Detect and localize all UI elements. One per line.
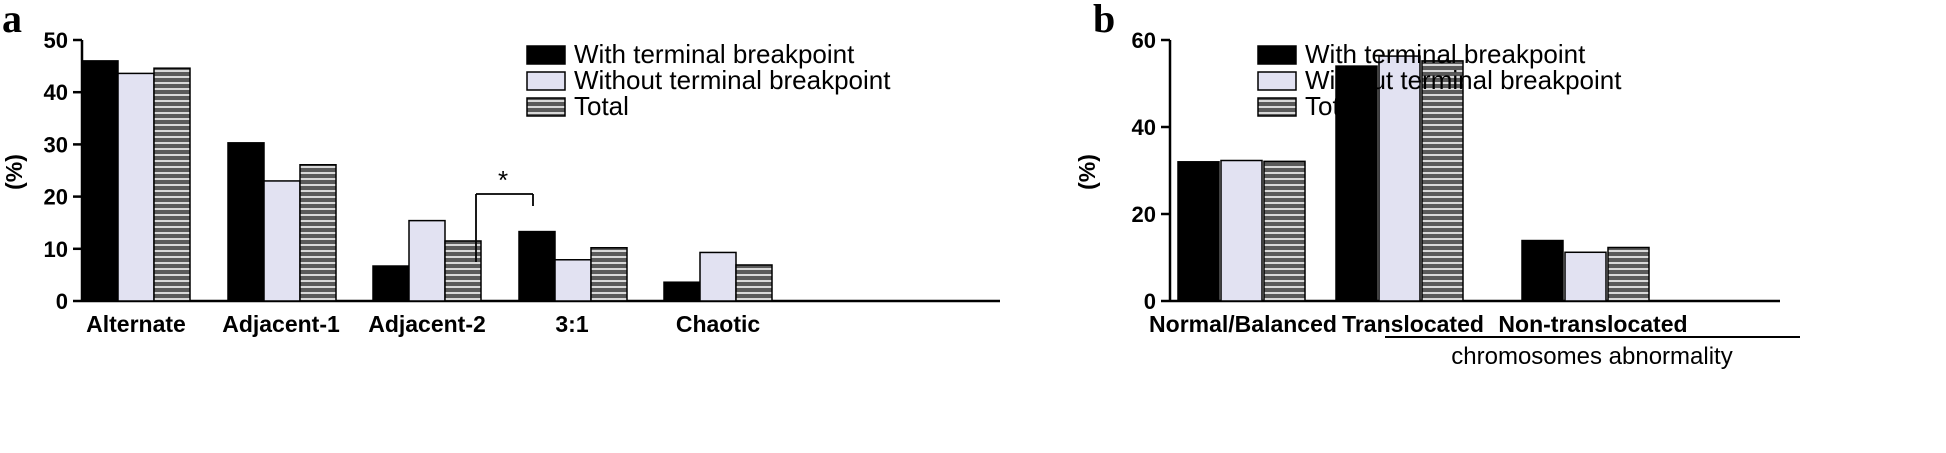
- y-axis-label-b: (%): [1074, 154, 1100, 190]
- bar-with-terminal: [1335, 65, 1378, 302]
- bar-with-terminal: [518, 230, 556, 302]
- x-category-label: 3:1: [555, 311, 588, 337]
- bar-total: [590, 247, 628, 302]
- legend-swatch: [1257, 45, 1297, 65]
- x-category-label: Non-translocated: [1498, 311, 1687, 337]
- x-category-label: Normal/Balanced: [1149, 311, 1337, 337]
- bar-total: [1421, 60, 1464, 302]
- bar-total: [153, 67, 191, 302]
- y-tick-label: 40: [44, 80, 68, 105]
- bar-total: [735, 264, 773, 302]
- panel-label-b: b: [1093, 0, 1115, 41]
- legend-swatch: [1257, 97, 1297, 117]
- bar-total: [1263, 160, 1306, 302]
- y-axis-label-a: (%): [1, 154, 27, 190]
- bar-total: [1607, 246, 1650, 302]
- y-tick-label: 20: [1132, 202, 1156, 227]
- x-category-label: Adjacent-2: [368, 311, 486, 337]
- y-tick-label: 20: [44, 185, 68, 210]
- x-category-label: Translocated: [1342, 311, 1484, 337]
- legend-swatch: [1257, 71, 1297, 91]
- x-category-label: Adjacent-1: [222, 311, 340, 337]
- bar-with-terminal: [1521, 239, 1564, 302]
- legend-label: With terminal breakpoint: [574, 39, 855, 69]
- bar-without-terminal: [263, 180, 301, 302]
- bar-with-terminal: [1177, 161, 1220, 302]
- legend-label: Total: [574, 91, 629, 121]
- legend-label: Without terminal breakpoint: [574, 65, 891, 95]
- group-label: chromosomes abnormality: [1385, 336, 1800, 370]
- y-tick-label: 50: [44, 28, 68, 53]
- legend-swatch: [526, 45, 566, 65]
- legend-swatch: [526, 71, 566, 91]
- bar-with-terminal: [663, 281, 701, 302]
- y-tick-label: 60: [1132, 28, 1156, 53]
- bar-without-terminal: [408, 219, 446, 302]
- y-tick-label: 10: [44, 237, 68, 262]
- x-category-label: Chaotic: [676, 311, 761, 337]
- y-tick-label: 0: [1144, 289, 1156, 314]
- bar-total: [299, 164, 337, 302]
- bar-with-terminal: [372, 265, 410, 302]
- legend-swatch: [526, 97, 566, 117]
- bar-without-terminal: [554, 259, 592, 302]
- significance-annotation: *: [475, 165, 534, 262]
- y-tick-label: 40: [1132, 115, 1156, 140]
- bar-without-terminal: [117, 72, 155, 302]
- chart-panel-b: b (%) 0 20 40 60 Normal/Balanced Translocate…: [1074, 0, 1800, 370]
- bar-without-terminal: [699, 251, 737, 302]
- bar-with-terminal: [81, 60, 119, 302]
- y-tick-label: 0: [56, 289, 68, 314]
- panel-label-a: a: [2, 0, 22, 41]
- bar-without-terminal: [1378, 55, 1421, 302]
- legend-label: Total: [1305, 91, 1360, 121]
- significance-star: *: [498, 165, 508, 195]
- y-tick-label: 30: [44, 132, 68, 157]
- bar-without-terminal: [1220, 159, 1263, 302]
- x-category-label: Alternate: [86, 311, 186, 337]
- bar-total: [444, 240, 482, 302]
- bar-without-terminal: [1564, 251, 1607, 302]
- chart-panel-a: a (%) 0 10 20 30 40 50 Alternate Adjacent-1 Adj…: [1, 0, 1000, 337]
- legend-label: Without terminal breakpoint: [1305, 65, 1622, 95]
- legend-label: With terminal breakpoint: [1305, 39, 1586, 69]
- bar-with-terminal: [227, 142, 265, 302]
- group-label-text: chromosomes abnormality: [1451, 343, 1732, 370]
